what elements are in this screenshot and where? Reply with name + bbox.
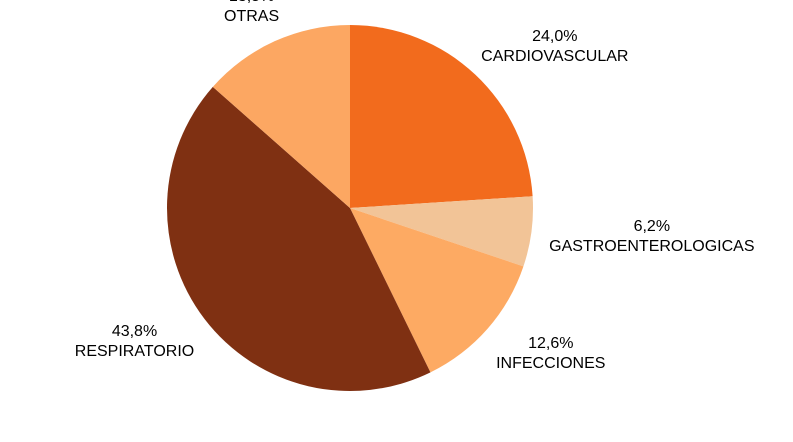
pie-slice — [350, 208, 524, 373]
category-label: OTRAS — [224, 8, 279, 25]
value-label: 12,6% — [528, 335, 573, 352]
value-label: 24,0% — [532, 28, 577, 45]
value-label: 43,8% — [112, 323, 157, 340]
category-label: RESPIRATORIO — [75, 343, 194, 360]
pie-slice — [350, 196, 534, 267]
pie-slice — [350, 25, 533, 208]
value-label: 13,5% — [229, 0, 274, 5]
value-label: 6,2% — [634, 218, 670, 235]
category-label: INFECCIONES — [496, 355, 605, 372]
category-label: GASTROENTEROLOGICAS — [549, 238, 754, 255]
pie-slice — [167, 86, 431, 391]
category-label: CARDIOVASCULAR — [481, 48, 628, 65]
pie-slice — [212, 24, 350, 209]
